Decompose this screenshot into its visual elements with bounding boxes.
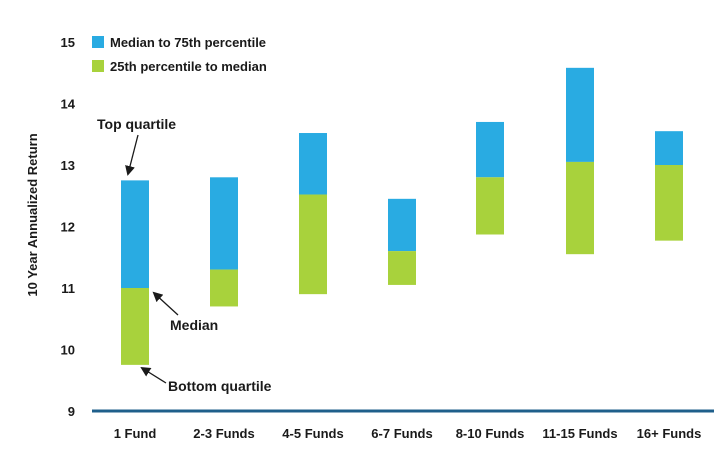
x-category-label-7: 16+ Funds [637,426,702,441]
x-category-label-3: 4-5 Funds [282,426,343,441]
x-category-label-5: 8-10 Funds [456,426,525,441]
bar-25th-to-median-5 [476,177,504,235]
bar-median-to-75th-4 [388,198,416,252]
bar-25th-to-median-3 [299,194,327,295]
legend-label-25th-to-median: 25th percentile to median [110,59,267,74]
y-tick-label-14: 14 [61,97,76,112]
annotation-arrow-bottom-quartile [140,366,167,384]
y-tick-label-13: 13 [61,158,75,173]
bars [121,67,683,365]
y-axis-ticks: 9 10 11 12 13 14 15 [61,35,76,419]
annotations: Top quartile Median Bottom quartile [97,116,272,394]
y-axis-label: 10 Year Annualized Return [25,133,40,296]
y-tick-label-9: 9 [68,404,75,419]
annotation-arrow-top-quartile [125,134,139,176]
bar-median-to-75th-6 [566,67,594,162]
x-category-label-4: 6-7 Funds [371,426,432,441]
bar-median-to-75th-3 [299,133,327,195]
legend-swatch-median-to-75th [92,36,104,48]
annotation-top-quartile: Top quartile [97,116,176,132]
bar-25th-to-median-2 [210,269,238,307]
legend-label-median-to-75th: Median to 75th percentile [110,35,266,50]
annotation-median: Median [170,317,218,333]
y-tick-label-12: 12 [61,220,75,235]
legend-swatch-25th-to-median [92,60,104,72]
bar-25th-to-median-7 [655,165,683,241]
annotation-arrow-median [152,291,179,316]
x-axis-categories: 1 Fund 2-3 Funds 4-5 Funds 6-7 Funds 8-10 Fu… [114,426,702,441]
y-tick-label-15: 15 [61,35,75,50]
bar-25th-to-median-1 [121,288,149,365]
bar-median-to-75th-2 [210,177,238,270]
x-category-label-2: 2-3 Funds [193,426,254,441]
y-tick-label-10: 10 [61,343,75,358]
x-category-label-6: 11-15 Funds [542,426,617,441]
y-tick-label-11: 11 [61,281,75,296]
x-category-label-1: 1 Fund [114,426,157,441]
legend: Median to 75th percentile 25th percentil… [92,35,267,74]
annotation-bottom-quartile: Bottom quartile [168,378,272,394]
bar-median-to-75th-7 [655,131,683,165]
bar-median-to-75th-1 [121,180,149,288]
bar-25th-to-median-4 [388,251,416,285]
bar-median-to-75th-5 [476,121,504,178]
bar-25th-to-median-6 [566,161,594,255]
